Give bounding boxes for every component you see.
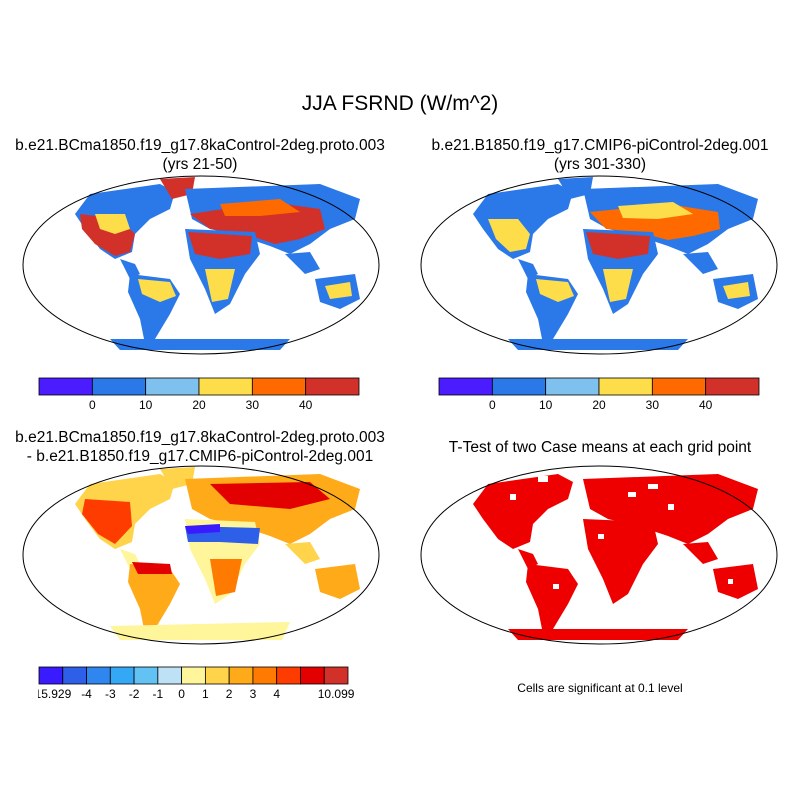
colorbar-swatch	[491, 377, 547, 396]
colorbar-label: 4	[273, 687, 280, 701]
colorbar-swatch	[305, 377, 360, 396]
colorbar-label: 20	[592, 398, 606, 412]
panel-title-ttest: T-Test of two Case means at each grid po…	[400, 438, 800, 457]
panel-title-difference: b.e21.BCma1850.f19_g17.8kaControl-2deg.p…	[0, 428, 400, 466]
map-ttest	[420, 465, 778, 645]
panel-title-case1-line1: b.e21.BCma1850.f19_g17.8kaControl-2deg.p…	[15, 137, 385, 154]
colorbar-swatch	[545, 377, 600, 396]
map-boundary	[22, 175, 380, 355]
colorbar-swatch	[705, 377, 760, 396]
colorbar-label: -4	[81, 687, 92, 701]
colorbar-swatch	[91, 377, 147, 396]
colorbar-swatch	[300, 666, 325, 685]
colorbar-swatch	[109, 666, 135, 685]
colorbar-swatch	[204, 666, 230, 685]
panel-title-case1-line2: (yrs 21-50)	[162, 156, 238, 173]
colorbar-label: 40	[699, 398, 713, 412]
map-boundary	[22, 465, 380, 645]
colorbar-label: 3	[250, 687, 257, 701]
colorbar-label: -3	[105, 687, 116, 701]
colorbar-label: 0	[178, 687, 185, 701]
colorbar-swatch	[438, 377, 493, 396]
colorbar-swatch	[38, 377, 93, 396]
colorbar-label: 1	[202, 687, 209, 701]
panel-title-case2-line2: (yrs 301-330)	[553, 156, 647, 173]
map-boundary	[420, 465, 778, 645]
colorbar-swatch	[133, 666, 159, 685]
panel-title-case2: b.e21.B1850.f19_g17.CMIP6-piControl-2deg…	[400, 136, 800, 174]
colorbar-swatch	[228, 666, 254, 685]
map-case1	[22, 175, 380, 355]
colorbar-case1: 0 10 20 30 40	[38, 377, 362, 415]
colorbar-swatch	[62, 666, 87, 685]
map-case2	[420, 175, 778, 355]
colorbar-swatch	[276, 666, 301, 685]
colorbar-label: -1	[153, 687, 164, 701]
colorbar-label: 10	[539, 398, 553, 412]
colorbar-swatch	[252, 666, 278, 685]
colorbar-swatch	[651, 377, 707, 396]
colorbar-label: 0	[489, 398, 496, 412]
map-difference	[22, 465, 380, 645]
colorbar-label: -2	[129, 687, 140, 701]
figure-title: JJA FSRND (W/m^2)	[301, 92, 499, 115]
colorbar-label: 0	[89, 398, 96, 412]
colorbar-case2: 0 10 20 30 40	[438, 377, 762, 415]
map-boundary	[420, 175, 778, 355]
colorbar-swatch	[38, 666, 64, 685]
land-difference	[75, 467, 360, 640]
colorbar-label: 40	[299, 398, 313, 412]
colorbar-label: -15.929	[38, 687, 72, 701]
land-ttest	[473, 474, 758, 640]
colorbar-label: 30	[646, 398, 660, 412]
colorbar-label: 30	[246, 398, 260, 412]
panel-title-case1: b.e21.BCma1850.f19_g17.8kaControl-2deg.p…	[0, 136, 400, 174]
colorbar-swatch	[86, 666, 111, 685]
ttest-note: Cells are significant at 0.1 level	[517, 681, 683, 695]
colorbar-swatch	[323, 666, 349, 685]
colorbar-swatch	[145, 377, 200, 396]
colorbar-label: 2	[226, 687, 233, 701]
colorbar-label: 10.099	[318, 687, 355, 701]
panel-title-ttest-line1: T-Test of two Case means at each grid po…	[448, 439, 752, 456]
colorbar-swatch	[181, 666, 206, 685]
colorbar-swatch	[157, 666, 183, 685]
colorbar-label: 10	[139, 398, 153, 412]
colorbar-difference: -15.929 -4 -3 -2 -1 0 1 2 3 4 10.099	[38, 666, 362, 706]
land-case2	[473, 177, 758, 350]
panel-title-case2-line1: b.e21.B1850.f19_g17.CMIP6-piControl-2deg…	[431, 137, 769, 154]
panel-title-difference-line2: - b.e21.B1850.f19_g17.CMIP6-piControl-2d…	[26, 448, 374, 465]
colorbar-swatch	[198, 377, 253, 396]
land-case1	[75, 177, 360, 350]
insignificant-cells	[510, 476, 733, 589]
colorbar-label: 20	[192, 398, 206, 412]
colorbar-swatch	[598, 377, 653, 396]
panel-title-difference-line1: b.e21.BCma1850.f19_g17.8kaControl-2deg.p…	[15, 429, 385, 446]
colorbar-swatch	[251, 377, 307, 396]
